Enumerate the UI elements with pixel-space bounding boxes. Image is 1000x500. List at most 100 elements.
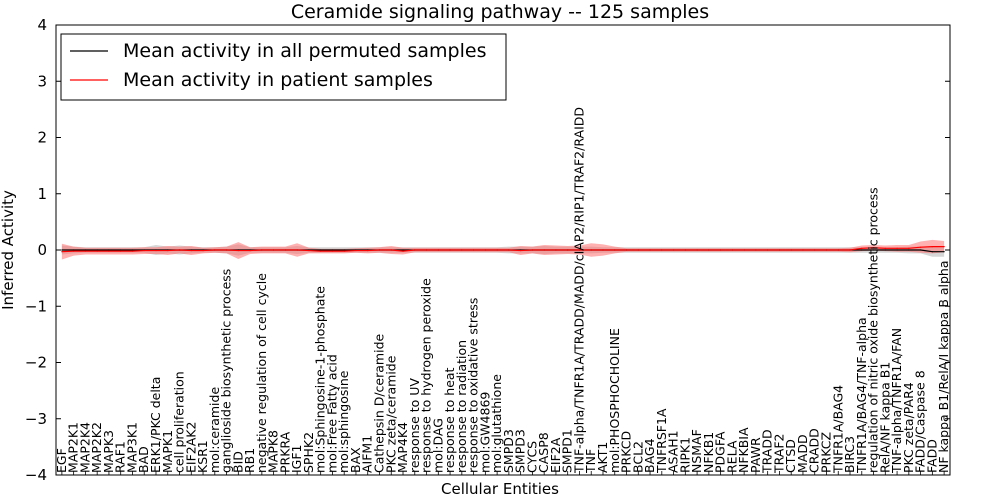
x-tick-label: negative regulation of cell cycle: [254, 273, 269, 473]
series-point-0: [120, 249, 122, 251]
x-axis-ticks: EGFMAP2K1MAP2K4MAP2K2MAPK3RAF1MAP3K1BADE…: [54, 107, 951, 475]
x-tick-label: MADD: [795, 434, 810, 473]
series-point-1: [825, 249, 828, 251]
series-point-1: [602, 249, 604, 251]
series-point-1: [120, 250, 122, 252]
series-point-1: [402, 250, 404, 252]
series-point-1: [767, 249, 769, 251]
x-tick-label: MAPK8: [266, 430, 281, 473]
series-point-1: [567, 249, 569, 251]
series-point-1: [814, 249, 816, 251]
legend-label-permuted: Mean activity in all permuted samples: [123, 40, 486, 62]
series-point-0: [96, 249, 98, 251]
x-tick-label: RIPK1: [677, 437, 692, 473]
series-point-1: [178, 249, 181, 251]
x-tick-label: CTSD: [783, 439, 798, 473]
series-point-0: [131, 249, 134, 251]
series-point-1: [543, 249, 545, 251]
x-tick-label: mol:ceramide: [207, 387, 222, 473]
x-tick-label: TRADD: [760, 429, 775, 474]
series-point-1: [661, 249, 663, 251]
x-tick-label: TNF-alpha/TNFR1A/FAN: [889, 328, 904, 474]
series-point-1: [614, 249, 616, 251]
x-tick-label: BID: [230, 451, 245, 473]
x-tick-label: EIF2A: [548, 437, 563, 473]
x-tick-label: CASP8: [536, 432, 551, 473]
series-point-1: [802, 249, 804, 251]
series-point-1: [484, 249, 486, 251]
x-tick-label: BCL2: [630, 441, 645, 473]
x-tick-label: response to heat: [442, 367, 457, 473]
series-point-1: [155, 249, 157, 252]
x-tick-label: TNFR1A/BAG4/TNF-alpha: [854, 317, 869, 474]
series-point-1: [308, 249, 310, 252]
x-tick-label: FADD: [924, 439, 939, 473]
x-tick-label: MAPK1: [160, 430, 175, 473]
series-point-1: [684, 249, 686, 251]
x-tick-label: AKT1: [595, 442, 610, 473]
series-point-1: [708, 249, 710, 251]
x-tick-label: AIFM1: [360, 435, 375, 473]
series-point-1: [872, 247, 875, 249]
series-line-1: [61, 246, 945, 253]
series-point-0: [908, 249, 910, 251]
x-tick-label: FADD/Caspase 8: [913, 370, 928, 473]
x-tick-label: RelA/NF kappa B1: [877, 362, 892, 473]
x-tick-label: response to radiation: [454, 340, 469, 473]
series-point-1: [590, 249, 592, 251]
x-tick-label: KSR1: [195, 440, 210, 473]
y-axis-ticks: −4 −3 −2 −1 0 1 2 3 4: [25, 16, 950, 484]
x-tick-label: MAP4K4: [395, 422, 410, 473]
series-point-1: [919, 246, 922, 248]
x-tick-label: mol:Sphingosine-1-phosphate: [313, 286, 328, 473]
x-tick-label: mol:glutathione: [489, 374, 504, 473]
x-tick-label: TRAF2: [771, 433, 786, 474]
series-point-0: [884, 249, 886, 251]
x-tick-label: TNFRSF1A: [654, 408, 669, 474]
x-tick-label: mol:sphingosine: [336, 370, 351, 473]
y-axis-label: Inferred Activity: [0, 190, 17, 310]
series-point-1: [378, 249, 381, 251]
x-tick-label: regulation of nitric oxide biosynthetic …: [866, 187, 881, 473]
y-tick-label: −3: [25, 410, 47, 428]
series-point-1: [296, 249, 298, 251]
series-point-0: [919, 249, 922, 251]
x-tick-label: PRKCD: [619, 431, 634, 473]
series-point-1: [896, 247, 898, 249]
x-tick-label: TNFR1A/BAG4: [830, 385, 845, 474]
series-point-1: [578, 249, 581, 251]
series-point-1: [778, 249, 781, 251]
series-point-1: [237, 249, 239, 252]
series-point-1: [131, 250, 134, 252]
x-tick-label: mol:PHOSPHOCHOLINE: [607, 328, 622, 473]
series-point-1: [425, 249, 428, 251]
x-tick-label: mol:Free Fatty acid: [324, 354, 339, 473]
series-point-1: [555, 249, 557, 251]
series-point-0: [931, 251, 933, 253]
x-tick-label: MAP2K4: [77, 422, 92, 473]
series-point-1: [849, 249, 851, 251]
x-tick-label: MAPK3: [101, 430, 116, 473]
x-tick-label: TNF: [583, 449, 598, 474]
x-tick-label: NSMAF: [689, 429, 704, 473]
x-tick-label: response to UV: [407, 378, 422, 473]
x-tick-label: BIRC3: [842, 436, 857, 473]
series-point-1: [108, 250, 110, 252]
series-point-1: [320, 250, 322, 252]
x-tick-label: cell proliferation: [172, 371, 187, 473]
y-tick-label: −2: [25, 354, 47, 372]
x-tick-label: NFKBIA: [736, 427, 751, 473]
x-tick-label: SPHK2: [301, 432, 316, 473]
x-tick-label: response to hydrogen peroxide: [419, 278, 434, 473]
x-tick-label: MAP3K1: [124, 422, 139, 473]
x-tick-label: PRKRA: [277, 431, 292, 473]
series-point-0: [943, 251, 945, 253]
series-point-1: [790, 249, 792, 251]
x-tick-label: NFKB1: [701, 432, 716, 473]
series-point-1: [520, 249, 522, 252]
series-point-0: [84, 249, 87, 251]
x-tick-label: PKC zeta/ceramide: [383, 355, 398, 473]
series-point-1: [73, 250, 75, 252]
x-tick-label: RELA: [724, 440, 739, 473]
x-tick-label: RAF1: [113, 441, 128, 473]
